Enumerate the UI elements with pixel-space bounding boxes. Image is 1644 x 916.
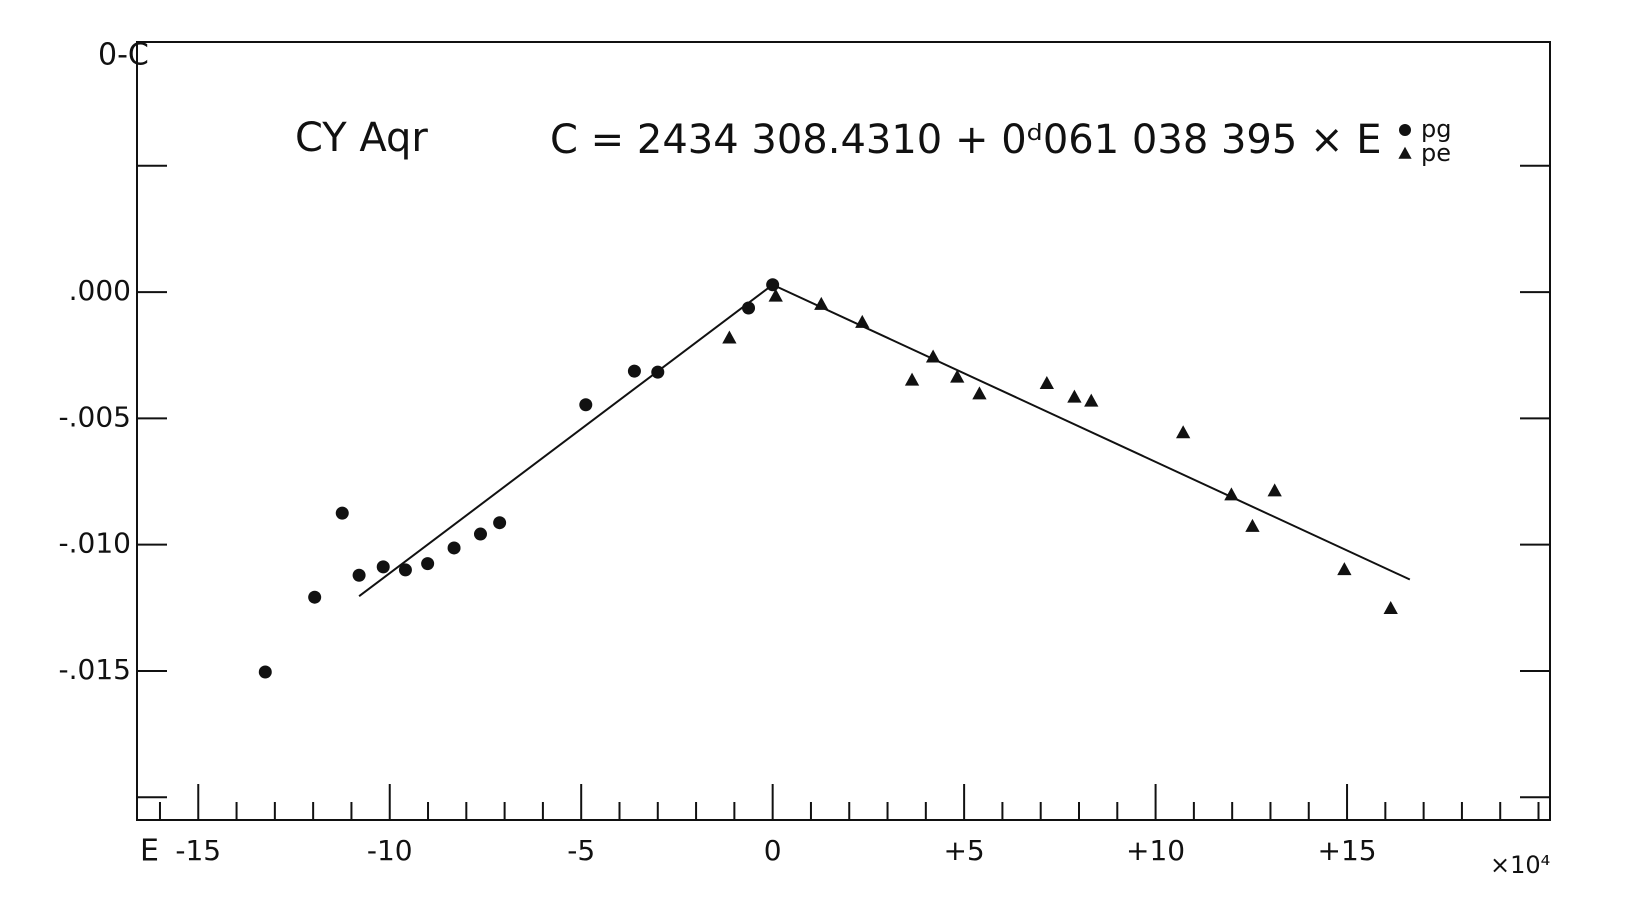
data-point [722,330,737,344]
x-tick-label: +5 [943,834,984,867]
data-point [651,365,665,379]
data-point [447,541,461,555]
data-point [904,372,920,386]
data-point [1383,601,1398,615]
data-point [766,278,780,292]
legend-marker [1399,124,1411,136]
data-point [925,349,941,363]
y-tick-label: -.005 [59,400,131,433]
y-tick-label: -.015 [59,653,131,686]
y-tick-label: .000 [69,274,131,307]
y-tick-label: -.010 [59,527,131,560]
x-tick-label: 0 [764,834,782,867]
data-point [335,506,349,520]
data-point [308,590,322,604]
data-point [579,398,593,412]
legend-label: pe [1421,139,1451,167]
data-point [742,301,756,315]
data-point [493,516,507,530]
data-point [473,527,487,541]
x-axis-label: E [140,834,159,869]
data-point [1267,483,1282,497]
data-point [1039,375,1054,389]
data-point [1084,393,1099,407]
data-point [1067,389,1082,403]
legend-label: pg [1421,115,1451,143]
data-point [352,568,366,582]
fit-line [358,283,774,597]
y-axis-label: 0-C [98,38,149,73]
x-tick-label: +10 [1126,834,1185,867]
data-point [376,560,390,574]
data-point [768,288,783,302]
data-point [421,557,435,571]
chart-title: CY Aqr [295,115,428,161]
data-point [855,314,870,328]
x-tick-label: -5 [567,834,595,867]
x-axis-unit: ×10⁴ [1490,851,1550,879]
data-point [398,563,412,577]
data-point [627,364,641,378]
plot-frame [136,41,1551,821]
x-tick-label: -10 [367,834,413,867]
chart-subtitle: C = 2434 308.4310 + 0ᵈ061 038 395 × E [550,117,1382,163]
data-point [972,386,987,400]
legend-marker [1398,146,1412,159]
x-tick-label: -15 [175,834,221,867]
data-point [814,296,829,310]
data-point [1245,518,1260,532]
fit-line [772,283,1411,581]
data-point [258,665,272,679]
data-point [1337,562,1352,576]
data-point [1176,425,1191,439]
x-tick-label: +15 [1318,834,1377,867]
data-point [1224,487,1239,501]
data-point [950,369,965,383]
